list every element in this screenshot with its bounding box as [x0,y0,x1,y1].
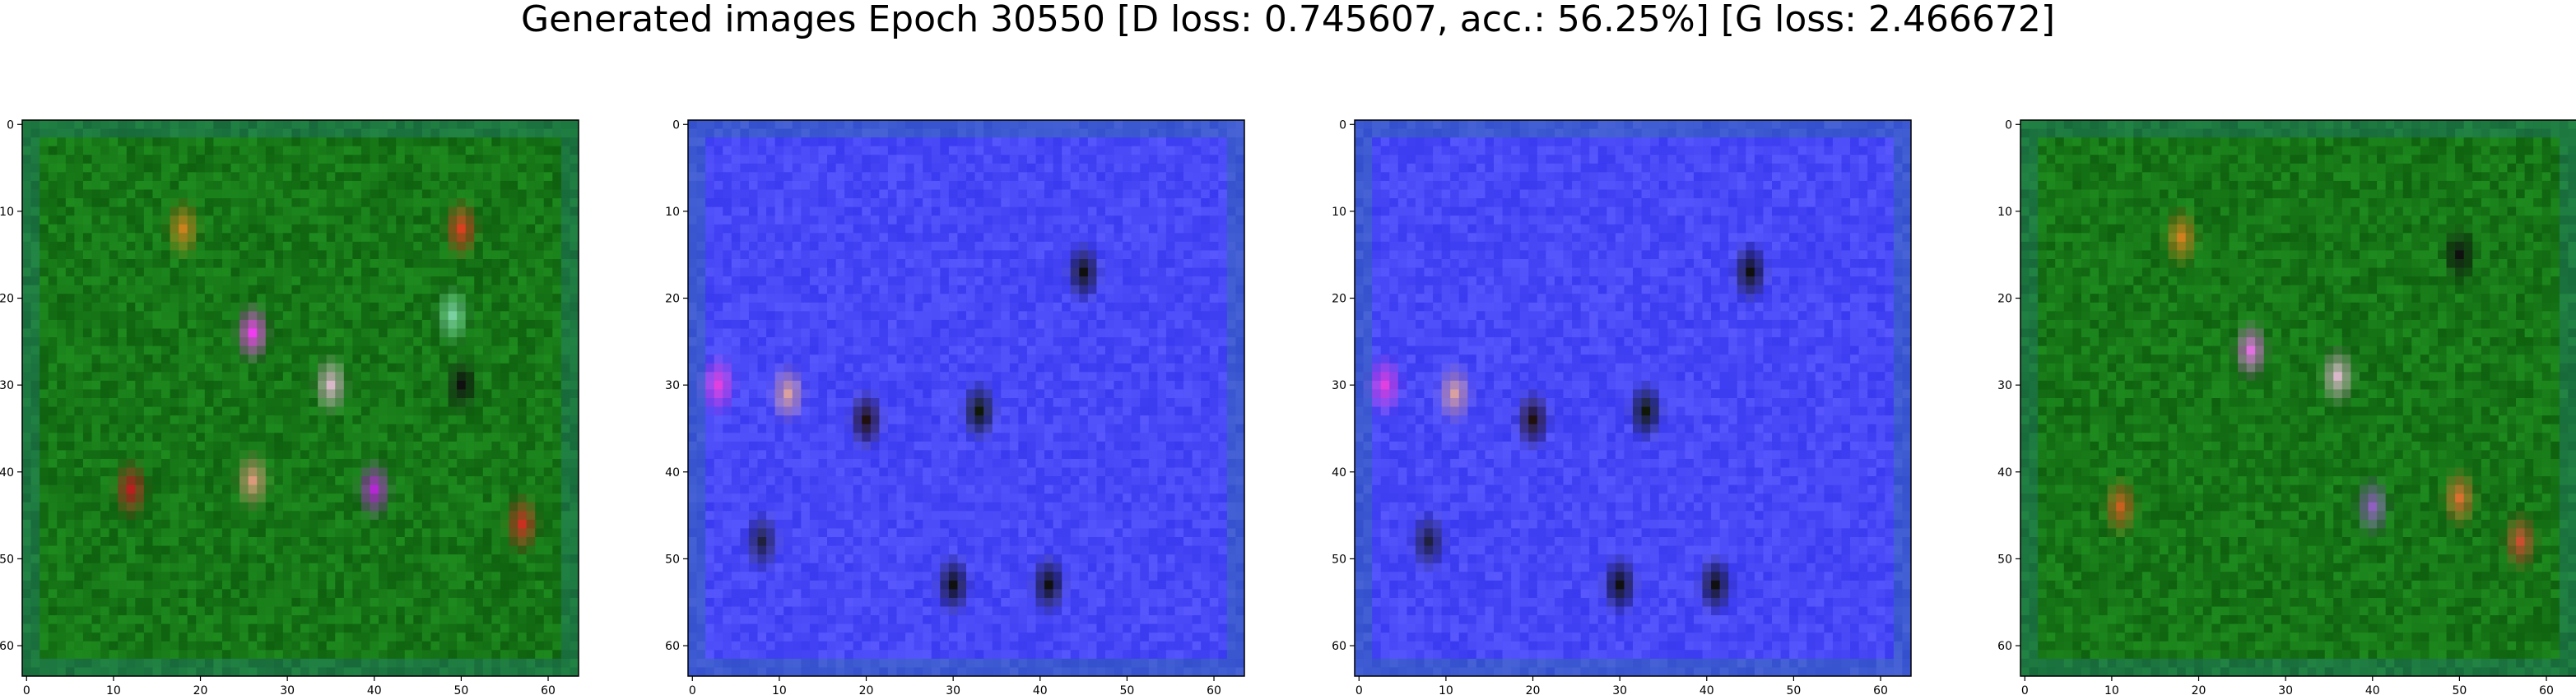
y-tick-label: 0 [1339,118,1346,132]
y-tick-label: 30 [665,379,680,392]
y-tick-label: 10 [665,206,680,219]
y-tick-label: 30 [1997,379,2012,392]
y-tick-label: 50 [1997,553,2012,566]
x-tick-label: 50 [453,684,468,695]
y-tick-label: 60 [0,640,14,653]
x-tick-label: 60 [1207,684,1221,695]
y-tick-label: 60 [1997,640,2012,653]
x-tick-label: 30 [946,684,960,695]
x-tick-label: 20 [1526,684,1541,695]
y-tick-label: 0 [672,118,680,132]
y-tick-label: 30 [1332,379,1346,392]
x-tick-label: 20 [2192,684,2206,695]
y-tick-label: 40 [1997,466,2012,480]
x-tick-label: 30 [280,684,295,695]
generated-image-3: 0 10 20 30 40 50 60 0 10 20 30 40 50 60 [1332,118,1912,695]
y-tick-label: 40 [1332,466,1346,480]
x-tick-label: 50 [1119,684,1134,695]
axes-frame [2020,119,2576,677]
y-tick-label: 0 [2005,118,2012,132]
image-axes-1: 0 10 20 30 40 50 60 0 10 20 30 40 50 60 [0,118,579,695]
x-tick-label: 0 [23,684,30,695]
pixel-grid [2020,120,2576,677]
pixel-grid [688,120,1245,677]
image-axes-4: 0 10 20 30 40 50 60 0 10 20 30 40 50 60 [1997,118,2576,695]
pixel-grid [1355,120,1912,677]
x-tick-label: 10 [1439,684,1453,695]
x-tick-label: 10 [2104,684,2119,695]
y-tick-label: 50 [1332,553,1346,566]
x-tick-label: 30 [1612,684,1627,695]
y-tick-label: 30 [0,379,14,392]
y-tick-label: 10 [1997,206,2012,219]
y-tick-label: 20 [0,293,14,306]
x-tick-label: 10 [772,684,787,695]
x-tick-label: 50 [2452,684,2467,695]
y-tick-label: 50 [665,553,680,566]
x-tick-label: 40 [1033,684,1048,695]
x-tick-label: 20 [859,684,874,695]
x-tick-label: 30 [2278,684,2293,695]
y-tick-label: 20 [1997,293,2012,306]
y-tick-label: 10 [1332,206,1346,219]
x-tick-label: 40 [2365,684,2380,695]
x-tick-label: 40 [1700,684,1714,695]
axes-frame [1354,119,1912,677]
y-tick-label: 0 [7,118,14,132]
x-tick-label: 0 [1355,684,1363,695]
figure-title: Generated images Epoch 30550 [D loss: 0.… [520,0,2056,40]
image-axes-2: 0 10 20 30 40 50 60 0 10 20 30 40 50 60 [665,118,1245,695]
y-tick-label: 10 [0,206,14,219]
axes-frame [687,119,1245,677]
y-tick-label: 20 [665,293,680,306]
x-tick-label: 20 [193,684,208,695]
x-tick-label: 40 [367,684,382,695]
image-axes-3: 0 10 20 30 40 50 60 0 10 20 30 40 50 60 [1332,118,1912,695]
generated-image-1: 0 10 20 30 40 50 60 0 10 20 30 40 50 60 [0,118,579,695]
y-tick-label: 50 [0,553,14,566]
generated-image-4: 0 10 20 30 40 50 60 0 10 20 30 40 50 60 [1997,118,2576,695]
generated-image-2: 0 10 20 30 40 50 60 0 10 20 30 40 50 60 [665,118,1245,695]
x-tick-label: 60 [541,684,556,695]
x-tick-label: 10 [106,684,121,695]
x-tick-label: 50 [1786,684,1801,695]
axes-frame [21,119,579,677]
x-tick-label: 60 [2539,684,2554,695]
y-tick-label: 40 [0,466,14,480]
y-tick-label: 60 [1332,640,1346,653]
pixel-grid [22,120,579,677]
y-tick-label: 60 [665,640,680,653]
x-tick-label: 0 [2021,684,2029,695]
x-tick-label: 60 [1873,684,1888,695]
y-tick-label: 40 [665,466,680,480]
y-tick-label: 20 [1332,293,1346,306]
x-tick-label: 0 [689,684,696,695]
